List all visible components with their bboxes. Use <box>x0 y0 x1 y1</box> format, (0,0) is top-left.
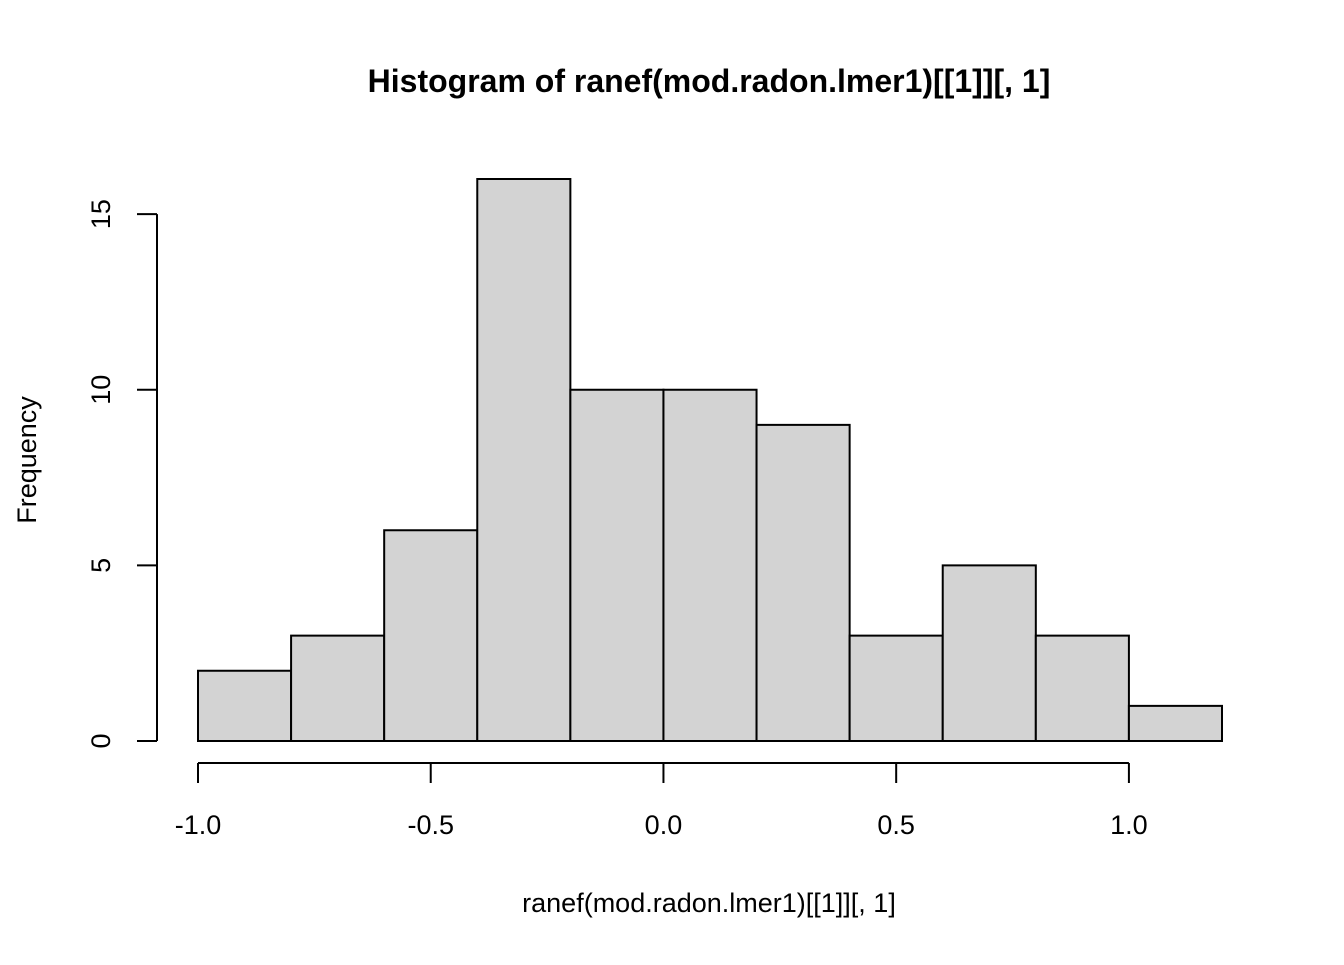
histogram-bar <box>1127 704 1223 742</box>
x-tick-label: -0.5 <box>407 810 454 840</box>
y-tick-label: 0 <box>86 733 116 748</box>
x-axis-label: ranef(mod.radon.lmer1)[[1]][, 1] <box>522 888 896 918</box>
histogram-bar <box>383 529 479 742</box>
bars-layer <box>197 178 1223 742</box>
y-axis-label: Frequency <box>12 396 42 524</box>
y-tick-label: 5 <box>86 558 116 573</box>
x-tick-label: -1.0 <box>175 810 222 840</box>
y-tick-label: 10 <box>86 375 116 405</box>
y-axis: 0 5 10 15 <box>86 199 158 749</box>
x-axis: -1.0 -0.5 0.0 0.5 1.0 <box>175 762 1148 840</box>
chart-title: Histogram of ranef(mod.radon.lmer1)[[1]]… <box>368 63 1051 99</box>
histogram-bar <box>290 634 386 742</box>
histogram-bar <box>569 388 665 742</box>
histogram-bar <box>1034 634 1130 742</box>
histogram-bar <box>755 423 851 742</box>
y-tick-label: 15 <box>86 199 116 229</box>
x-tick-label: 0.5 <box>877 810 915 840</box>
histogram-bar <box>476 178 572 742</box>
histogram-bar <box>848 634 944 742</box>
x-tick-label: 1.0 <box>1110 810 1148 840</box>
histogram-bar <box>941 564 1037 742</box>
histogram-bar <box>662 388 758 742</box>
histogram-bar <box>197 669 293 742</box>
x-tick-label: 0.0 <box>645 810 683 840</box>
